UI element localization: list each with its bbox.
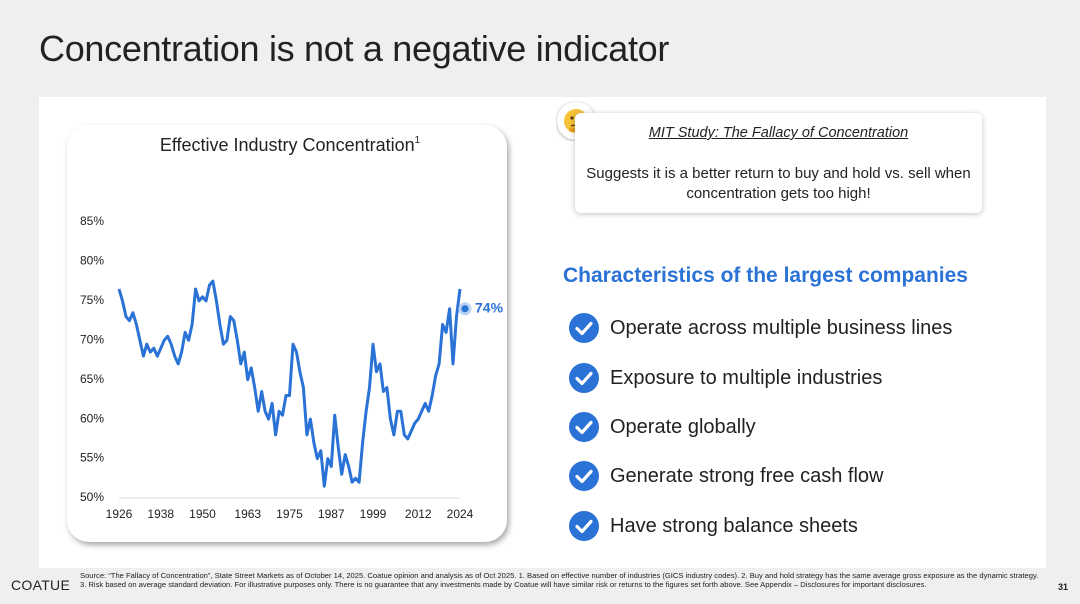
- x-tick-label: 1938: [147, 507, 174, 521]
- x-tick-label: 2012: [405, 507, 432, 521]
- slide-title: Concentration is not a negative indicato…: [39, 28, 670, 69]
- characteristic-item: Generate strong free cash flow: [568, 459, 883, 493]
- chart-title-note: 1: [415, 135, 421, 146]
- source-note: Source: “The Fallacy of Concentration”, …: [80, 571, 1039, 589]
- x-tick-label: 1963: [234, 507, 261, 521]
- characteristic-text: Have strong balance sheets: [610, 514, 858, 537]
- characteristic-item: Have strong balance sheets: [568, 509, 858, 543]
- y-tick-label: 70%: [80, 332, 104, 346]
- characteristic-text: Operate across multiple business lines: [610, 316, 953, 339]
- callout-body: Suggests it is a better return to buy an…: [586, 165, 971, 202]
- highlight-point: [458, 302, 472, 316]
- characteristic-text: Generate strong free cash flow: [610, 464, 884, 487]
- check-icon: [569, 412, 599, 442]
- characteristic-item: Exposure to multiple industries: [568, 361, 882, 395]
- y-tick-label: 60%: [80, 411, 104, 425]
- x-tick-label: 1987: [318, 507, 345, 521]
- y-tick-label: 75%: [80, 293, 104, 307]
- characteristic-item: Operate across multiple business lines: [568, 311, 952, 345]
- check-icon: [569, 313, 599, 343]
- chart-title-text: Effective Industry Concentration: [160, 135, 415, 155]
- logo: COATUE: [11, 577, 71, 593]
- y-tick-label: 50%: [80, 490, 104, 504]
- x-tick-label: 1950: [189, 507, 216, 521]
- check-icon: [569, 511, 599, 541]
- callout-heading: MIT Study: The Fallacy of Concentration: [648, 125, 909, 141]
- y-tick-label: 55%: [80, 451, 104, 465]
- page-number: 31: [1058, 582, 1069, 592]
- callout-card: MIT Study: The Fallacy of Concentration …: [575, 113, 982, 213]
- check-icon: [569, 461, 599, 491]
- data-line: [117, 279, 462, 488]
- chart-card: Effective Industry Concentration1 50% 55%…: [67, 125, 507, 542]
- chart: Effective Industry Concentration1 50% 55%…: [80, 135, 504, 522]
- y-tick-label: 65%: [80, 372, 104, 386]
- x-tick-label: 1975: [276, 507, 303, 521]
- characteristic-text: Exposure to multiple industries: [610, 366, 883, 389]
- x-tick-label: 1999: [360, 507, 387, 521]
- characteristic-item: Operate globally: [568, 410, 756, 444]
- highlight-label: 74%: [475, 299, 504, 315]
- characteristic-text: Operate globally: [610, 415, 756, 438]
- y-tick-label: 80%: [80, 254, 104, 268]
- x-tick-label: 2024: [447, 507, 474, 521]
- characteristics-title: Characteristics of the largest companies: [563, 264, 968, 287]
- check-icon: [569, 363, 599, 393]
- x-tick-label: 1926: [106, 507, 133, 521]
- chart-title: Effective Industry Concentration1: [160, 135, 421, 155]
- y-tick-label: 85%: [80, 214, 104, 228]
